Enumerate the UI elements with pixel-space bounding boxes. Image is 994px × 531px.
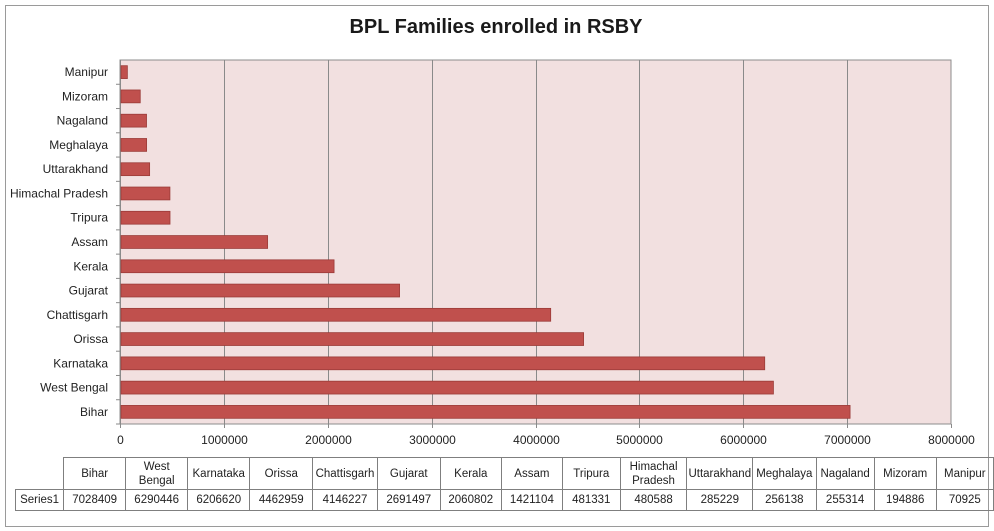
- table-header-cell: Himachal Pradesh: [619, 457, 688, 490]
- table-series-label: Series1: [14, 489, 65, 511]
- bar: [120, 235, 269, 249]
- y-category-label: Manipur: [65, 65, 108, 79]
- bar: [120, 89, 141, 104]
- table-value-cell: 2691497: [376, 489, 441, 511]
- bar: [120, 380, 774, 395]
- x-tick-label: 4000000: [513, 433, 560, 447]
- table-corner-cell: [15, 457, 65, 490]
- table-header-cell: Manipur: [935, 457, 994, 490]
- x-tick-label: 0: [117, 433, 124, 447]
- table-header-row: Bihar West Bengal Karnataka Orissa Chattisga…: [15, 457, 994, 490]
- bar: [120, 283, 400, 298]
- table-value-cell: 480588: [619, 489, 688, 511]
- x-tick-label: 1000000: [201, 433, 248, 447]
- bar: [120, 186, 171, 201]
- bar: [120, 356, 766, 371]
- table-header-cell: Mizoram: [873, 457, 937, 490]
- y-category-label: West Bengal: [40, 381, 108, 395]
- chart-title: BPL Families enrolled in RSBY: [349, 16, 643, 38]
- table-header-cell: Meghalaya: [752, 457, 817, 490]
- x-tick-label: 2000000: [305, 433, 352, 447]
- table-value-cell: 256138: [752, 489, 817, 511]
- y-category-label: Uttarakhand: [43, 162, 108, 176]
- y-category-label: Assam: [71, 235, 108, 249]
- y-category-label: Himachal Pradesh: [10, 186, 108, 200]
- table-header-cell: Chattisgarh: [312, 457, 378, 490]
- x-tick-label: 7000000: [824, 433, 871, 447]
- y-category-label: Meghalaya: [49, 138, 108, 152]
- x-tick-label: 3000000: [409, 433, 456, 447]
- table-value-cell: 1421104: [500, 489, 563, 511]
- y-category-label: Karnataka: [53, 356, 108, 370]
- x-tick-label: 5000000: [616, 433, 663, 447]
- y-category-label: Gujarat: [69, 284, 109, 298]
- table-value-cell: 194886: [873, 489, 937, 511]
- table-value-cell: 285229: [686, 489, 754, 511]
- table-value-cell: 2060802: [439, 489, 502, 511]
- y-category-label: Tripura: [70, 211, 108, 225]
- table-value-row: Series1 7028409 6290446 6206620 4462959 41462…: [14, 489, 994, 511]
- data-table: Bihar West Bengal Karnataka Orissa Chattisga…: [14, 457, 994, 511]
- y-category-label: Mizoram: [62, 89, 108, 103]
- y-category-label: Bihar: [80, 405, 108, 419]
- table-value-cell: 6290446: [125, 489, 189, 511]
- table-value-cell: 481331: [561, 489, 621, 511]
- table-header-cell: Karnataka: [187, 457, 251, 490]
- x-tick-label: 6000000: [720, 433, 767, 447]
- bar: [120, 307, 552, 322]
- table-value-cell: 6206620: [187, 489, 251, 511]
- y-category-label: Nagaland: [57, 114, 108, 128]
- table-header-cell: Nagaland: [815, 457, 875, 490]
- table-header-cell: Tripura: [561, 457, 621, 490]
- bar: [120, 138, 148, 152]
- table-header-cell: Orissa: [249, 457, 314, 490]
- bar: [120, 113, 147, 128]
- table-value-cell: 255314: [815, 489, 875, 511]
- table-value-cell: 70925: [935, 489, 994, 511]
- bar: [120, 65, 128, 79]
- table-header-cell: Uttarakhand: [686, 457, 754, 490]
- y-category-label: Kerala: [73, 259, 108, 273]
- table-value-cell: 4146227: [312, 489, 378, 511]
- table-header-cell: Bihar: [63, 457, 127, 490]
- y-category-label: Orissa: [73, 332, 108, 346]
- table-value-cell: 7028409: [63, 489, 127, 511]
- table-header-cell: Kerala: [439, 457, 502, 490]
- x-tick-label: 8000000: [928, 433, 975, 447]
- bar: [120, 405, 851, 419]
- table-header-cell: Gujarat: [376, 457, 441, 490]
- table-header-cell: West Bengal: [125, 457, 189, 490]
- table-value-cell: 4462959: [249, 489, 314, 511]
- bar: [120, 210, 171, 225]
- bar: [120, 259, 335, 274]
- y-category-label: Chattisgarh: [47, 308, 108, 322]
- table-header-cell: Assam: [500, 457, 563, 490]
- bar: [120, 162, 151, 177]
- bar: [120, 332, 584, 346]
